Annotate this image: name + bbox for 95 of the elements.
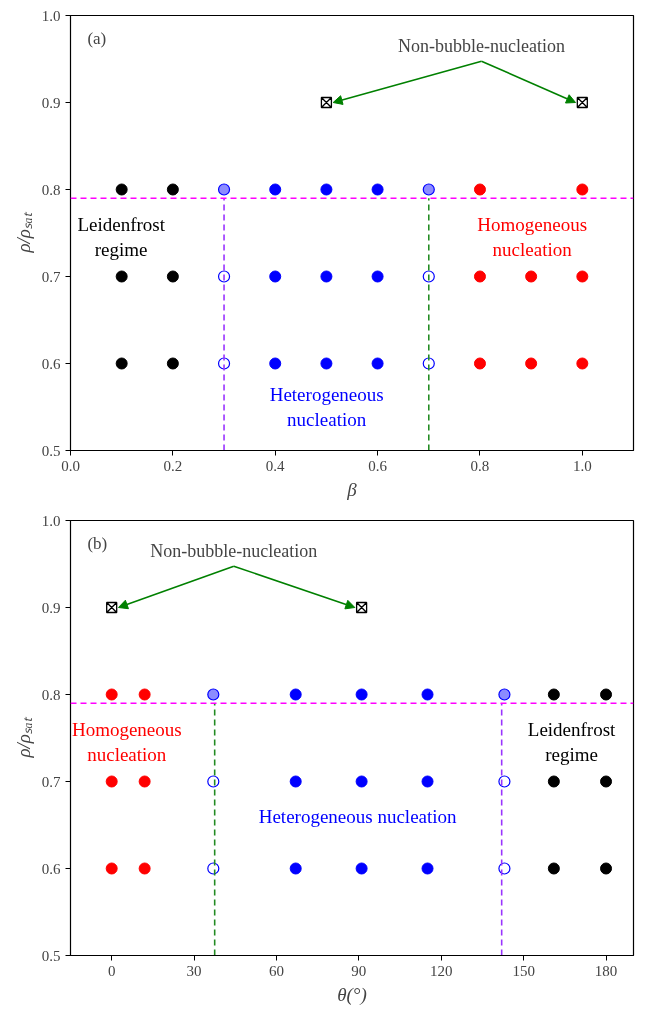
point xyxy=(207,688,220,701)
series-label: Leidenfrost regime xyxy=(527,719,617,766)
point xyxy=(547,688,560,701)
point xyxy=(600,862,613,875)
y-tick-label: 1.0 xyxy=(41,7,61,24)
point xyxy=(138,775,151,788)
text: (a) xyxy=(87,28,107,48)
annotation: Non-bubble-nucleation xyxy=(150,540,318,561)
series-label: Heterogeneous nucleation xyxy=(269,383,384,431)
point xyxy=(355,775,368,788)
y-tick-label: 0.5 xyxy=(41,947,61,964)
y-tick-label: 1.0 xyxy=(41,512,61,529)
point xyxy=(269,183,282,196)
point xyxy=(371,270,384,283)
x-axis-title: θ(°) xyxy=(337,983,367,1006)
point xyxy=(138,862,151,875)
y-axis-title: ρ/ρₛₐₜ xyxy=(12,716,34,759)
point xyxy=(105,862,118,875)
point xyxy=(421,688,434,701)
annotation: Non-bubble-nucleation xyxy=(398,35,565,56)
x-tick-label: 150 xyxy=(512,962,535,979)
point xyxy=(600,775,613,788)
point xyxy=(217,183,231,196)
point xyxy=(320,357,333,370)
point xyxy=(207,862,220,875)
y-tick-label: 0.7 xyxy=(41,773,61,790)
x-tick-label: 120 xyxy=(430,962,453,979)
point xyxy=(371,183,384,196)
x-tick-label: 0.4 xyxy=(265,457,286,474)
point xyxy=(166,270,179,283)
y-tick-label: 0.9 xyxy=(41,599,61,616)
y-tick-label: 0.5 xyxy=(41,442,61,459)
text: (b) xyxy=(87,533,108,553)
x-axis-title: β xyxy=(346,478,358,500)
point xyxy=(289,688,302,701)
point xyxy=(166,357,179,370)
point xyxy=(138,688,151,701)
point xyxy=(473,357,486,370)
point xyxy=(422,183,435,196)
y-tick-label: 0.9 xyxy=(41,94,61,111)
point xyxy=(547,862,560,875)
x-tick-label: 0.2 xyxy=(163,457,183,474)
point xyxy=(576,357,589,370)
x-tick-label: 0 xyxy=(107,962,116,979)
point xyxy=(105,688,118,701)
point xyxy=(166,183,179,196)
series-label: Homogeneous nucleation xyxy=(71,719,182,766)
point xyxy=(320,96,333,109)
point xyxy=(547,775,560,788)
x-tick-label: 90 xyxy=(351,962,367,979)
y-tick-label: 0.7 xyxy=(41,268,61,285)
point xyxy=(498,688,511,701)
point xyxy=(106,601,118,614)
point xyxy=(355,688,368,701)
x-tick-label: 180 xyxy=(594,962,618,979)
point xyxy=(473,270,486,283)
point xyxy=(525,270,538,283)
point xyxy=(115,183,128,196)
point xyxy=(115,357,128,370)
y-tick-label: 0.8 xyxy=(41,181,61,198)
y-tick-label: 0.8 xyxy=(41,686,61,703)
x-tick-label: 60 xyxy=(268,962,284,979)
x-tick-label: 0.8 xyxy=(470,457,490,474)
point xyxy=(355,601,368,614)
point xyxy=(371,357,384,370)
point xyxy=(576,96,588,109)
point xyxy=(498,775,511,788)
point xyxy=(421,775,434,788)
point xyxy=(600,688,613,701)
point xyxy=(289,862,302,875)
point xyxy=(576,270,589,283)
point xyxy=(115,270,128,283)
point xyxy=(498,862,511,875)
point xyxy=(525,357,538,370)
point xyxy=(207,775,220,788)
series-label: Homogeneous nucleation xyxy=(477,214,588,261)
point xyxy=(320,183,333,196)
point xyxy=(320,270,333,283)
y-axis-title: ρ/ρₛₐₜ xyxy=(12,211,34,254)
point xyxy=(289,775,302,788)
point xyxy=(473,183,486,196)
point xyxy=(576,183,589,196)
point xyxy=(269,357,282,370)
x-tick-label: 0.6 xyxy=(368,457,388,474)
point xyxy=(355,862,368,875)
y-tick-label: 0.6 xyxy=(41,860,61,877)
series-label: Heterogeneous nucleation xyxy=(258,805,458,827)
point xyxy=(105,775,118,788)
point xyxy=(421,862,434,875)
series-label: Leidenfrost regime xyxy=(77,214,166,261)
point xyxy=(269,270,282,283)
x-tick-label: 1.0 xyxy=(572,457,592,474)
x-tick-label: 0.0 xyxy=(61,457,80,474)
y-tick-label: 0.6 xyxy=(41,355,61,372)
x-tick-label: 30 xyxy=(186,962,202,979)
